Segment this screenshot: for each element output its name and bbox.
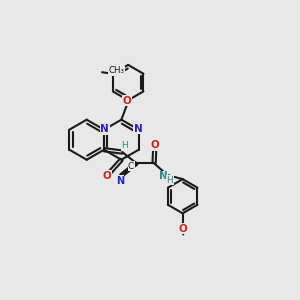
Text: O: O bbox=[102, 171, 111, 181]
Text: CH₃: CH₃ bbox=[109, 66, 124, 75]
Text: O: O bbox=[123, 96, 132, 106]
Text: C: C bbox=[128, 162, 134, 171]
Text: N: N bbox=[116, 176, 124, 186]
Text: H: H bbox=[121, 141, 128, 150]
Text: O: O bbox=[151, 140, 159, 150]
Text: H: H bbox=[166, 176, 173, 185]
Text: N: N bbox=[159, 171, 168, 181]
Text: O: O bbox=[178, 224, 187, 234]
Text: N: N bbox=[100, 124, 109, 134]
Text: N: N bbox=[134, 124, 142, 134]
